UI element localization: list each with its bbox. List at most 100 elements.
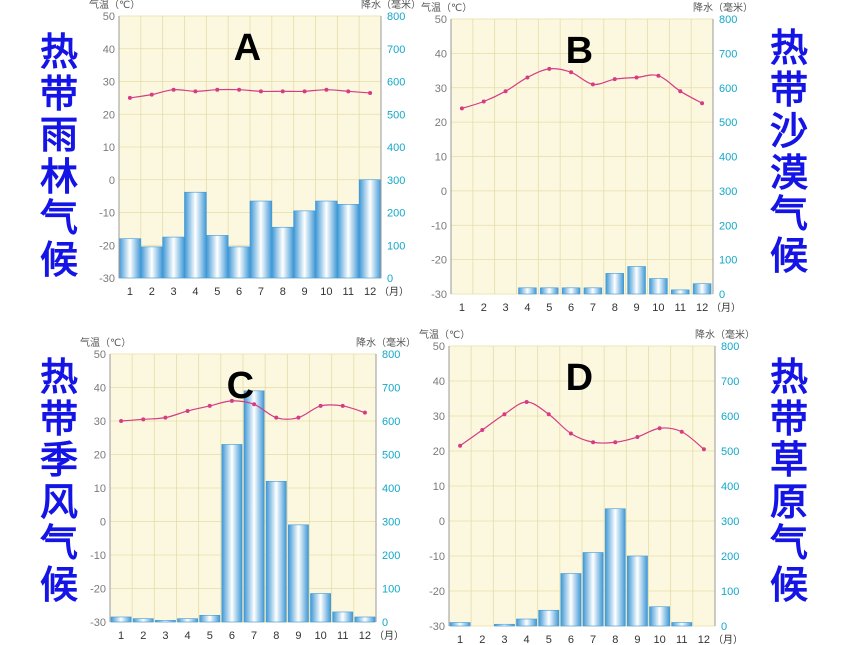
precipitation-bar xyxy=(627,266,646,295)
temperature-tick-label: -10 xyxy=(431,220,447,232)
climate-title-c: 热带季风气候 xyxy=(39,355,78,607)
temperature-tick-label: -10 xyxy=(90,550,106,562)
month-tick-label: 2 xyxy=(149,286,155,298)
month-tick-label: 5 xyxy=(207,630,213,642)
temperature-point xyxy=(547,66,552,71)
temperature-point xyxy=(362,410,367,415)
temperature-tick-label: 30 xyxy=(435,83,447,95)
temperature-tick-label: 40 xyxy=(435,48,447,60)
temperature-point xyxy=(185,408,190,413)
temperature-point xyxy=(613,440,618,445)
month-tick-label: 1 xyxy=(118,630,124,642)
temperature-point xyxy=(193,89,198,94)
temperature-tick-label: 0 xyxy=(100,517,106,529)
month-tick-label: 12 xyxy=(698,634,710,645)
temperature-point xyxy=(459,106,464,111)
temperature-point xyxy=(568,431,573,436)
month-tick-label: 11 xyxy=(343,286,354,298)
precipitation-tick-label: 100 xyxy=(387,240,405,252)
month-tick-label: 10 xyxy=(653,634,665,645)
precipitation-tick-label: 800 xyxy=(382,349,400,361)
precipitation-tick-label: 400 xyxy=(387,142,405,154)
temperature-tick-label: -20 xyxy=(99,240,115,252)
temperature-point xyxy=(635,435,640,439)
month-tick-label: 5 xyxy=(214,286,220,298)
precipitation-tick-label: 100 xyxy=(719,255,737,267)
month-tick-label: 2 xyxy=(481,302,487,314)
precipitation-bar xyxy=(671,289,690,295)
month-tick-label: 2 xyxy=(140,630,146,642)
month-tick-label: 9 xyxy=(634,302,640,314)
month-tick-label: 9 xyxy=(302,286,308,298)
temperature-tick-label: -30 xyxy=(99,273,115,285)
temperature-point xyxy=(119,419,124,423)
precipitation-bar xyxy=(358,179,382,279)
month-tick-label: 12 xyxy=(696,302,708,314)
precipitation-bar xyxy=(561,287,581,295)
month-unit-label: （月） xyxy=(379,286,409,298)
month-unit-label: （月） xyxy=(374,630,404,642)
month-tick-label: 5 xyxy=(546,634,552,645)
temperature-point xyxy=(141,417,146,422)
month-tick-label: 8 xyxy=(273,630,279,642)
precipitation-axis-title: 降水（毫米） xyxy=(695,328,755,341)
temperature-tick-label: 20 xyxy=(433,446,445,458)
chart-letter: B xyxy=(566,30,593,72)
precipitation-bar xyxy=(604,508,626,627)
precipitation-tick-label: 300 xyxy=(719,186,737,198)
precipitation-bar xyxy=(692,283,712,295)
temperature-tick-label: 10 xyxy=(435,152,447,164)
temperature-point xyxy=(302,89,307,94)
precipitation-bar xyxy=(671,622,693,627)
month-tick-label: 10 xyxy=(314,630,326,642)
precipitation-tick-label: 700 xyxy=(387,44,405,56)
temperature-point xyxy=(503,89,508,94)
month-tick-label: 10 xyxy=(320,286,332,298)
temperature-point xyxy=(252,402,257,407)
precipitation-tick-label: 600 xyxy=(721,411,739,423)
temperature-tick-label: 30 xyxy=(94,416,106,428)
month-tick-label: 1 xyxy=(459,302,465,314)
precipitation-bar xyxy=(582,552,604,627)
precipitation-bar xyxy=(583,287,603,295)
precipitation-bar xyxy=(162,236,185,279)
temperature-point xyxy=(163,415,168,420)
temperature-tick-label: 0 xyxy=(109,175,115,187)
chart-letter: D xyxy=(566,357,593,399)
month-tick-label: 7 xyxy=(258,286,264,298)
month-tick-label: 4 xyxy=(524,302,530,314)
precipitation-tick-label: 700 xyxy=(382,383,400,395)
precipitation-bar xyxy=(605,273,624,295)
precipitation-tick-label: 300 xyxy=(721,516,739,528)
precipitation-tick-label: 500 xyxy=(387,109,405,121)
precipitation-bar xyxy=(177,618,198,623)
temperature-point xyxy=(324,87,329,92)
precipitation-bar xyxy=(449,622,471,627)
month-tick-label: 5 xyxy=(546,302,552,314)
precipitation-bar xyxy=(627,555,648,627)
precipitation-bar xyxy=(288,524,309,623)
precipitation-tick-label: 500 xyxy=(382,450,400,462)
temperature-point xyxy=(458,443,463,448)
temperature-point xyxy=(700,101,705,106)
precipitation-bar xyxy=(132,618,154,623)
precipitation-bar xyxy=(332,611,354,623)
precipitation-tick-label: 300 xyxy=(382,517,400,529)
temperature-tick-label: 40 xyxy=(433,376,445,388)
temperature-tick-label: 50 xyxy=(435,14,447,26)
temperature-point xyxy=(346,89,351,94)
precipitation-tick-label: 200 xyxy=(721,551,739,563)
temperature-tick-label: -20 xyxy=(429,586,445,598)
precipitation-bar xyxy=(265,480,287,623)
precipitation-bar xyxy=(337,204,360,279)
precipitation-tick-label: 0 xyxy=(719,289,725,301)
month-unit-label: （月） xyxy=(711,302,741,314)
temperature-point xyxy=(569,70,574,75)
temperature-point xyxy=(591,440,596,445)
precipitation-bar xyxy=(649,606,670,627)
month-tick-label: 3 xyxy=(503,302,509,314)
temperature-point xyxy=(318,403,323,408)
temperature-point xyxy=(274,415,279,420)
month-tick-label: 7 xyxy=(590,634,596,645)
temperature-tick-label: 10 xyxy=(433,481,445,493)
